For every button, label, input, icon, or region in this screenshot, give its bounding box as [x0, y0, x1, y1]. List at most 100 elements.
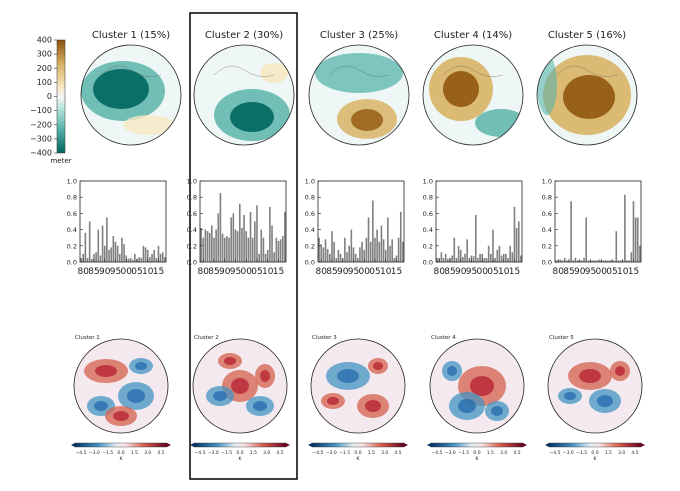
temperature-colorbar: [74, 442, 168, 448]
height-map-title: Cluster 4 (14%): [434, 30, 512, 41]
bar: [200, 227, 202, 262]
bar: [80, 257, 82, 262]
bar: [348, 245, 350, 262]
bar: [352, 247, 355, 262]
bar: [329, 253, 331, 262]
bar: [84, 232, 87, 262]
bar: [326, 249, 329, 262]
temperature-colorbar-tick-label: 0.0: [117, 450, 124, 456]
bar: [563, 257, 566, 262]
x-tick-label: 80: [197, 267, 209, 277]
y-tick-label: 1.0: [67, 178, 77, 186]
y-tick-label: 0.2: [67, 242, 77, 250]
temperature-colorbar-tick-label: −4.5: [313, 450, 324, 456]
map-outline: [547, 338, 643, 434]
bar: [447, 258, 449, 262]
x-tick-label: 05: [131, 267, 142, 277]
bar: [490, 253, 492, 262]
bar: [440, 252, 443, 262]
bar: [256, 205, 258, 262]
x-tick-label: 80: [315, 267, 327, 277]
y-tick-label: 1.0: [187, 178, 197, 186]
bar: [593, 260, 596, 262]
bar: [232, 213, 235, 262]
x-tick-label: 00: [595, 267, 607, 277]
bar: [520, 255, 522, 262]
bar: [374, 237, 376, 262]
bar: [339, 253, 342, 262]
temperature-core: [94, 401, 108, 411]
temperature-colorbar-tick-label: 3.0: [381, 450, 388, 456]
bar: [273, 252, 275, 262]
x-tick-label: 80: [552, 267, 564, 277]
bar: [509, 245, 511, 262]
y-tick-label: 0.2: [187, 242, 197, 250]
temperature-core: [447, 366, 457, 376]
bar: [399, 211, 402, 262]
temperature-core: [564, 392, 576, 400]
bar: [221, 233, 224, 262]
height-colorbar-gradient: [56, 39, 66, 154]
bar: [251, 237, 254, 262]
colorbar-extend-high: [523, 443, 527, 447]
temperature-colorbar-tick-label: 0.0: [236, 450, 243, 456]
bar: [466, 239, 468, 262]
bar: [365, 237, 368, 262]
temperature-map-title: Cluster 5: [549, 335, 574, 341]
bar: [217, 213, 220, 262]
height-map-cluster-2: Cluster 2 (30%): [193, 30, 295, 146]
height-colorbar-tick-label: −300: [30, 134, 52, 143]
temperature-map-cluster-1: Cluster 1 −4.5 −3.0 −1.5 0.0 1.5 3.0 4.5 K: [71, 335, 171, 462]
bar: [155, 257, 158, 262]
bar-charts-row: 0.00.20.40.60.81.080 85 90 95 00 05 10 150.00.2…: [67, 178, 642, 277]
anomaly-blob: [230, 102, 274, 132]
x-tick-label: 85: [88, 267, 99, 277]
bar: [123, 244, 125, 262]
colorbar-extend-low: [308, 443, 312, 447]
temperature-colorbar: [311, 442, 405, 448]
bar: [498, 245, 501, 262]
bar: [442, 257, 445, 262]
bar: [393, 257, 396, 262]
bar: [555, 260, 557, 262]
bar: [324, 239, 327, 262]
bar: [142, 245, 145, 262]
bar: [492, 229, 494, 262]
temperature-colorbar-tick-label: −4.5: [195, 450, 206, 456]
x-tick-label: 10: [262, 267, 274, 277]
temperature-colorbar-unit: K: [357, 456, 361, 462]
x-tick-label: 80: [433, 267, 445, 277]
x-tick-label: 05: [251, 267, 262, 277]
temperature-core: [458, 399, 476, 413]
bar: [241, 227, 243, 262]
bar: [249, 211, 252, 262]
height-map-title: Cluster 1 (15%): [92, 30, 170, 41]
temperature-colorbar-tick-label: 4.5: [157, 450, 164, 456]
bar: [630, 252, 633, 262]
temperature-colorbar-tick-label: 4.5: [394, 450, 401, 456]
temperature-colorbar-tick-label: 1.5: [368, 450, 375, 456]
temperature-colorbar-tick-label: −4.5: [432, 450, 443, 456]
map-outline: [536, 44, 638, 146]
bar: [464, 253, 466, 262]
bar: [121, 237, 123, 262]
bar: [350, 229, 353, 262]
x-tick-label: 00: [240, 267, 252, 277]
bar: [103, 245, 106, 262]
bar: [159, 253, 162, 262]
bar: [561, 260, 564, 262]
x-tick-label: 15: [273, 267, 284, 277]
bar: [346, 252, 348, 262]
bar: [228, 237, 230, 262]
y-tick-label: 0.0: [542, 259, 552, 267]
bar: [609, 260, 611, 262]
x-tick-label: 05: [487, 267, 498, 277]
temperature-colorbar-tick-label: 1.5: [487, 450, 494, 456]
x-tick-label: 15: [153, 267, 164, 277]
bar: [615, 231, 618, 262]
bar: [397, 237, 400, 262]
bar: [479, 253, 481, 262]
temperature-core: [260, 370, 270, 382]
temperature-core: [253, 401, 267, 411]
temperature-core: [337, 369, 359, 383]
